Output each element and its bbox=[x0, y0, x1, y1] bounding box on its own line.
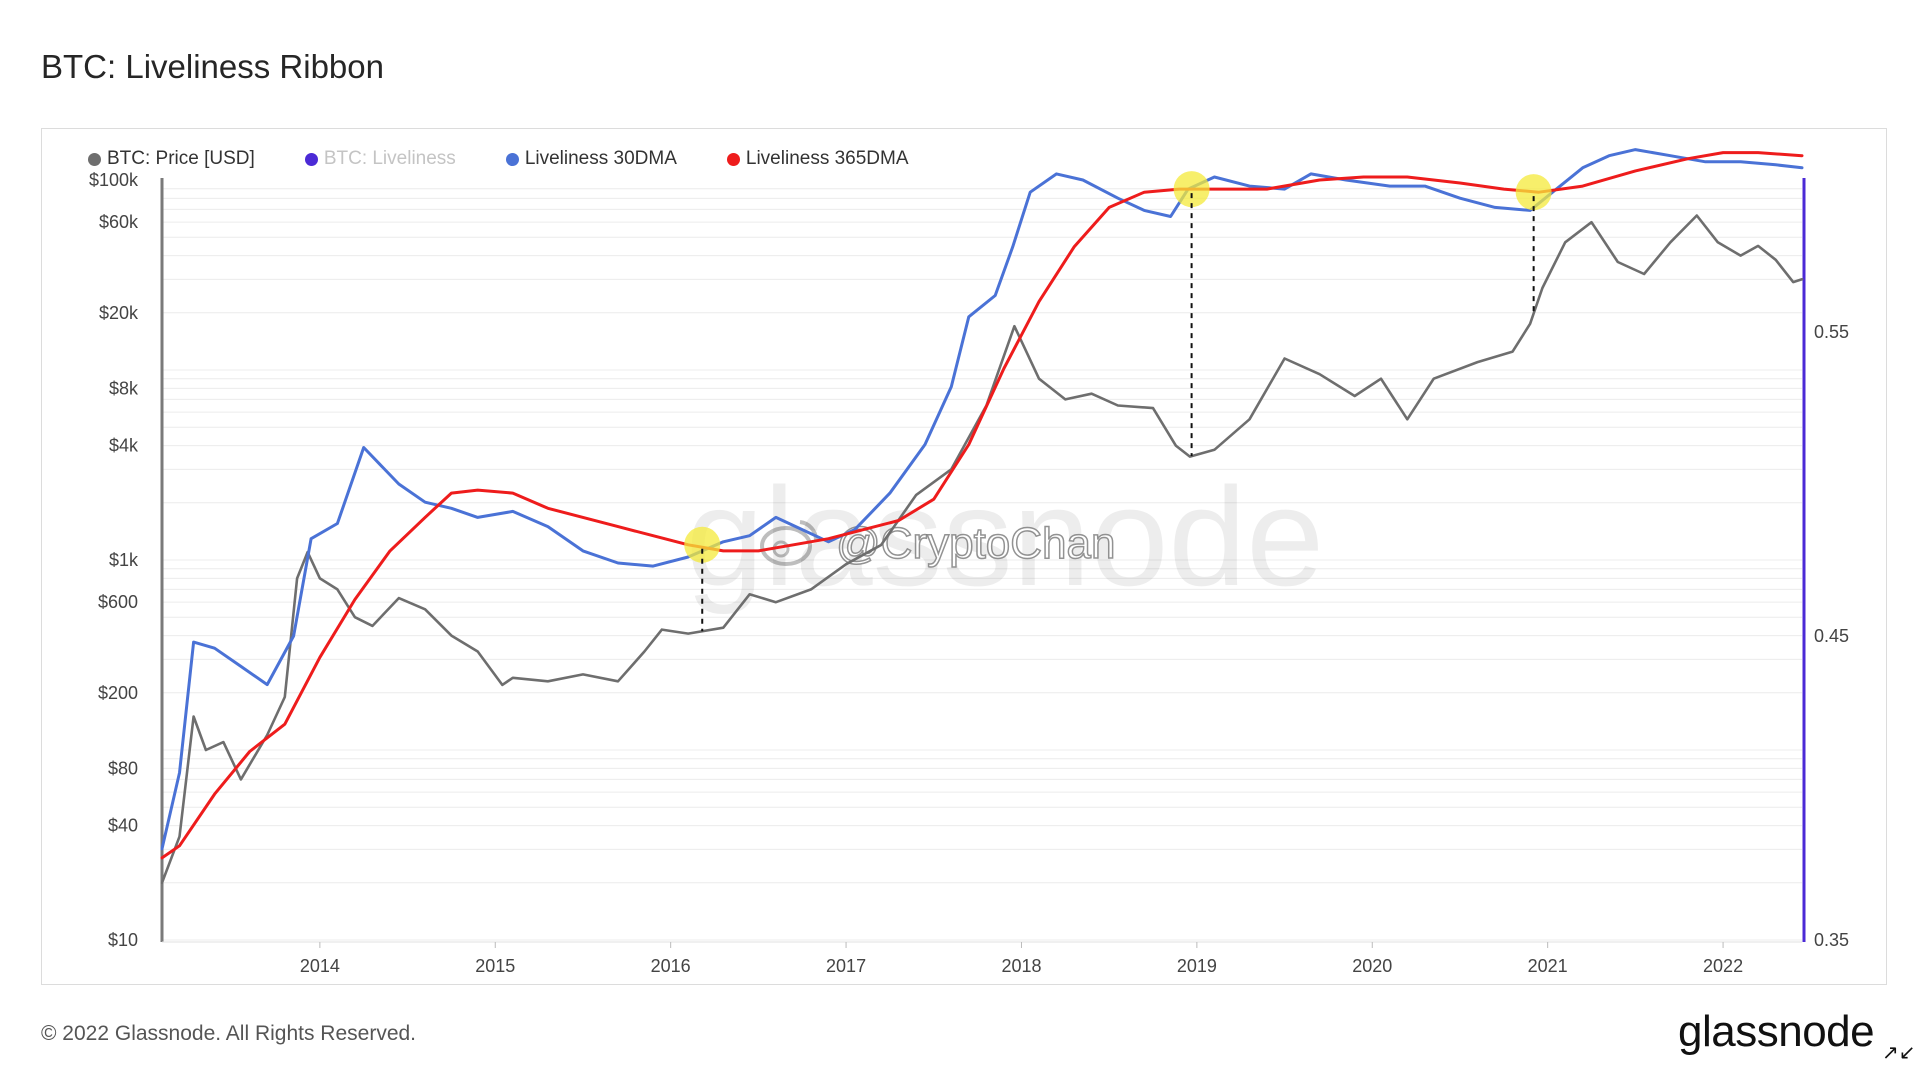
y-left-tick-label: $60k bbox=[99, 212, 139, 232]
x-tick-label: 2020 bbox=[1352, 956, 1392, 976]
legend-item-price[interactable]: BTC: Price [USD] bbox=[88, 148, 255, 170]
y-left-tick-label: $10 bbox=[108, 930, 138, 950]
legend-dot-30dma bbox=[505, 152, 519, 166]
y-left-tick-label: $100k bbox=[89, 170, 139, 190]
y-left-tick-label: $4k bbox=[109, 436, 139, 456]
series-lines bbox=[160, 148, 1804, 885]
x-tick-label: 2014 bbox=[300, 956, 340, 976]
y-left-tick-label: $200 bbox=[98, 683, 138, 703]
x-tick-label: 2022 bbox=[1703, 956, 1743, 976]
axes: $100k $60k $20k $8k $4k $1k $600 $200 $80 $40 $10 0… bbox=[89, 170, 1849, 976]
x-tick-label: 2016 bbox=[651, 956, 691, 976]
series-line-liveliness-365dma bbox=[160, 151, 1804, 860]
y-left-tick-label: $600 bbox=[98, 592, 138, 612]
legend-label-30dma: Liveliness 30DMA bbox=[524, 148, 677, 169]
x-tick-label: 2015 bbox=[475, 956, 515, 976]
y-left-tick-label: $40 bbox=[108, 816, 138, 836]
legend-label-liveliness: BTC: Liveliness bbox=[323, 148, 456, 169]
expand-arrows-icon[interactable]: ↗↙ bbox=[1882, 1042, 1916, 1064]
legend-item-365dma[interactable]: Liveliness 365DMA bbox=[726, 148, 909, 170]
highlight-marks bbox=[684, 171, 1552, 632]
chart-legend: BTC: Price [USD] BTC: Liveliness Livelin… bbox=[88, 148, 909, 170]
legend-item-30dma[interactable]: Liveliness 30DMA bbox=[505, 148, 677, 170]
x-tick-label: 2021 bbox=[1528, 956, 1568, 976]
highlight-circle bbox=[684, 526, 721, 563]
highlight-circle bbox=[1515, 174, 1552, 211]
glassnode-logo: glassnode bbox=[1678, 1007, 1875, 1056]
legend-dot-price bbox=[88, 152, 101, 166]
highlight-circle bbox=[1173, 171, 1210, 208]
x-tick-label: 2018 bbox=[1001, 956, 1041, 976]
y-right-tick-label: 0.35 bbox=[1814, 930, 1849, 950]
y-left-tick-label: $1k bbox=[109, 550, 139, 570]
page-title: BTC: Liveliness Ribbon bbox=[41, 48, 384, 85]
y-right-tick-label: 0.45 bbox=[1814, 626, 1849, 646]
copyright-text: © 2022 Glassnode. All Rights Reserved. bbox=[41, 1022, 417, 1045]
y-left-tick-label: $20k bbox=[99, 303, 139, 323]
series-line-liveliness-30dma bbox=[160, 148, 1804, 851]
watermark-text: glassnode bbox=[686, 458, 1324, 615]
legend-label-price: BTC: Price [USD] bbox=[107, 148, 255, 169]
y-right-tick-label: 0.55 bbox=[1814, 322, 1849, 342]
legend-item-liveliness[interactable]: BTC: Liveliness bbox=[304, 148, 456, 170]
x-tick-label: 2017 bbox=[826, 956, 866, 976]
x-tick-label: 2019 bbox=[1177, 956, 1217, 976]
legend-label-365dma: Liveliness 365DMA bbox=[745, 148, 909, 169]
legend-dot-365dma bbox=[726, 152, 740, 166]
grid-lines bbox=[162, 188, 1802, 941]
y-left-tick-label: $80 bbox=[108, 758, 138, 778]
legend-dot-liveliness bbox=[304, 152, 318, 166]
y-left-tick-label: $8k bbox=[109, 378, 139, 398]
chart-panel bbox=[41, 128, 1887, 985]
